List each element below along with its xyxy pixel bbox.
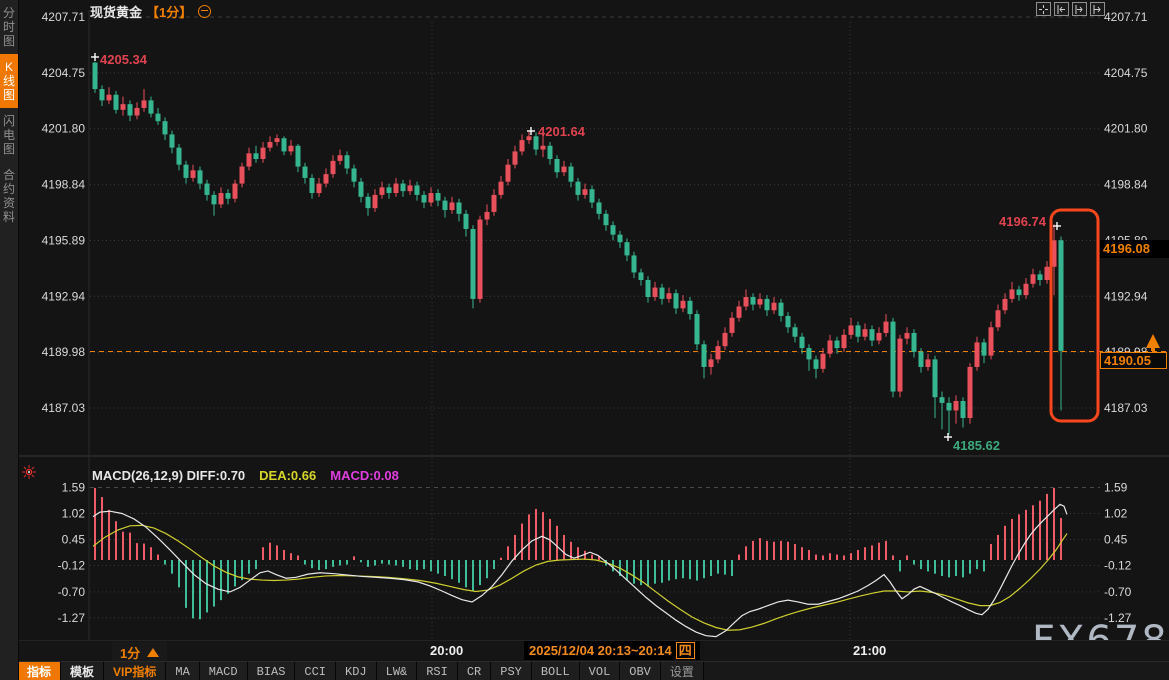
chart-tool-buttons (1036, 2, 1105, 16)
gridlines (19, 10, 1169, 640)
sidebar-item-4[interactable]: 合 约 资 料 (2, 168, 15, 224)
svg-text:4187.03: 4187.03 (1104, 401, 1148, 415)
period-tag: 【1分】 (146, 5, 193, 20)
symbol-title: 现货黄金 (90, 5, 143, 20)
macd-histogram (94, 487, 1062, 620)
svg-text:0.45: 0.45 (62, 532, 86, 546)
price-up-arrow-icon (1146, 334, 1160, 351)
svg-text:-1.27: -1.27 (1104, 611, 1132, 625)
svg-text:1.02: 1.02 (1104, 506, 1128, 520)
swing-point-marker (91, 53, 99, 61)
toolbar-tab-MACD[interactable]: MACD (199, 662, 248, 680)
annotation-swing-high: 4205.34 (100, 52, 148, 67)
toolbar-tab-BIAS[interactable]: BIAS (247, 662, 296, 680)
svg-text:4198.84: 4198.84 (1104, 178, 1148, 192)
sidebar-item-2[interactable]: K 线 图 (0, 54, 18, 108)
period-selector-label: 1分 (120, 646, 141, 661)
axis-scale-right-icon[interactable] (1072, 2, 1087, 16)
toolbar-tab-CCI[interactable]: CCI (295, 662, 337, 680)
highlight-annotation-box (1049, 208, 1100, 423)
svg-text:4192.94: 4192.94 (1104, 289, 1148, 303)
time-tick-21: 21:00 (853, 643, 887, 658)
hovered-candle-range-label: 2025/12/04 20:13~20:14 四 (524, 641, 700, 660)
annotation-swing-high: 4196.74 (999, 214, 1047, 229)
annotation-swing-low: 4185.62 (953, 438, 1000, 453)
time-tick-20: 20:00 (430, 643, 464, 658)
chart-header: 现货黄金 【1分】 (90, 2, 212, 21)
toolbar-tab-设置[interactable]: 设置 (660, 662, 704, 680)
macd-diff-readout: MACD(26,12,9) DIFF:0.70 (92, 468, 246, 483)
svg-text:4204.75: 4204.75 (1104, 66, 1148, 80)
range-day-badge: 四 (675, 642, 695, 659)
chart-type-sidebar: 分 时 图 K 线 图闪 电 图合 约 资 料 (0, 0, 19, 680)
toolbar-tab-PSY[interactable]: PSY (491, 662, 532, 680)
diff-line (92, 503, 1068, 638)
macd-hist-readout: MACD:0.08 (330, 468, 399, 483)
time-axis-row: 1分 20:00 21:00 2025/12/04 20:13~20:14 四 (18, 640, 1169, 663)
period-selector[interactable]: 1分 (112, 642, 168, 663)
svg-text:4192.94: 4192.94 (42, 289, 86, 303)
minus-circle-icon[interactable] (198, 5, 212, 18)
svg-text:-1.27: -1.27 (58, 611, 86, 625)
svg-text:1.02: 1.02 (62, 506, 86, 520)
swing-point-marker (1053, 222, 1061, 230)
toolbar-tab-KDJ[interactable]: KDJ (336, 662, 377, 680)
svg-text:1.59: 1.59 (62, 480, 86, 494)
crosshair-price-tag: 4196.08 (1100, 240, 1169, 258)
chevron-up-icon (147, 648, 160, 657)
macd-dea-readout: DEA:0.66 (259, 468, 317, 483)
pan-to-latest-icon[interactable] (1090, 2, 1105, 16)
svg-text:4189.98: 4189.98 (42, 345, 86, 359)
svg-text:4195.89: 4195.89 (42, 233, 86, 247)
svg-text:4201.80: 4201.80 (42, 122, 86, 136)
annotation-swing-high: 4201.64 (538, 124, 586, 139)
svg-text:-0.12: -0.12 (58, 558, 86, 572)
candlestick-macd-chart: 4207.71 4207.71 4204.75 4204.75 4201.80 4201.… (19, 10, 1169, 640)
toolbar-tab-BOLL[interactable]: BOLL (531, 662, 580, 680)
swing-point-marker (527, 127, 535, 135)
indicator-toolbar: 指标 模板 VIP指标 MA MACD BIAS CCI KDJ LW& RSI CR PSY BOLL… (18, 661, 1169, 680)
axis-scale-left-icon[interactable] (1054, 2, 1069, 16)
toolbar-tab-MA[interactable]: MA (166, 662, 200, 680)
sidebar-item-1[interactable]: 分 时 图 (2, 6, 15, 48)
sidebar-item-3[interactable]: 闪 电 图 (2, 114, 15, 156)
candlestick-series (92, 61, 1064, 435)
svg-text:4207.71: 4207.71 (42, 10, 86, 24)
axis-labels: 4207.71 4207.71 4204.75 4204.75 4201.80 4201.… (42, 10, 1148, 625)
toolbar-tab-指标[interactable]: 指标 (18, 662, 62, 680)
toolbar-tab-模板[interactable]: 模板 (61, 662, 105, 680)
svg-text:-0.70: -0.70 (58, 585, 86, 599)
svg-text:4201.80: 4201.80 (1104, 122, 1148, 136)
svg-text:4187.03: 4187.03 (42, 401, 86, 415)
svg-text:4207.71: 4207.71 (1104, 10, 1148, 24)
svg-text:4198.84: 4198.84 (42, 178, 86, 192)
svg-text:-0.70: -0.70 (1104, 585, 1132, 599)
crosshair-tool-icon[interactable] (1036, 2, 1051, 16)
range-date: 2025/12/04 20:13~20:14 (529, 643, 672, 658)
toolbar-tab-VIP指标[interactable]: VIP指标 (104, 662, 167, 680)
toolbar-tab-OBV[interactable]: OBV (620, 662, 661, 680)
toolbar-tab-VOL[interactable]: VOL (579, 662, 621, 680)
toolbar-tab-RSI[interactable]: RSI (417, 662, 458, 680)
svg-text:4204.75: 4204.75 (42, 66, 86, 80)
toolbar-tab-LW&[interactable]: LW& (376, 662, 418, 680)
indicator-settings-icon[interactable] (21, 464, 37, 480)
dea-line (92, 524, 1068, 631)
svg-text:-0.12: -0.12 (1104, 558, 1132, 572)
svg-text:0.45: 0.45 (1104, 532, 1128, 546)
svg-text:1.59: 1.59 (1104, 480, 1128, 494)
macd-readout: MACD(26,12,9) DIFF:0.70 DEA:0.66 MACD:0.… (92, 468, 399, 483)
last-price-tag: 4190.05 (1100, 352, 1167, 369)
toolbar-tab-CR[interactable]: CR (457, 662, 492, 680)
swing-point-marker (944, 433, 952, 441)
